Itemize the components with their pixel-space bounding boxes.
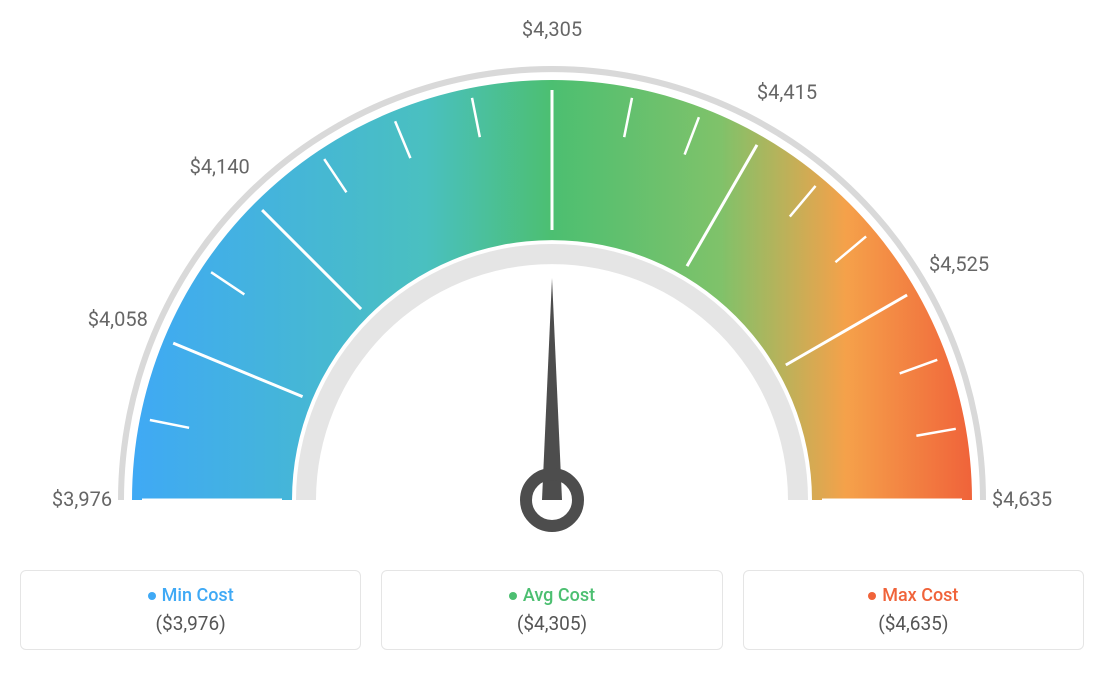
gauge-tick-label: $4,415 xyxy=(757,80,817,104)
legend-value: ($4,635) xyxy=(754,612,1073,635)
gauge-tick-label: $4,305 xyxy=(522,20,582,41)
gauge-area: $3,976 $4,058 $4,140 $4,305 $4,415 $4,525 $4,6… xyxy=(20,20,1084,560)
legend-label: Max Cost xyxy=(882,585,958,606)
gauge-needle xyxy=(542,278,562,500)
legend-label-row: Avg Cost xyxy=(392,585,711,606)
legend-label: Avg Cost xyxy=(523,585,595,606)
legend-value: ($4,305) xyxy=(392,612,711,635)
legend-row: Min Cost ($3,976) Avg Cost ($4,305) Max Cost… xyxy=(20,570,1084,650)
legend-dot-icon xyxy=(148,592,156,600)
gauge-tick-label: $3,976 xyxy=(52,487,112,511)
legend-card-avg-cost: Avg Cost ($4,305) xyxy=(381,570,722,650)
gauge-tick-label: $4,058 xyxy=(88,307,148,331)
gauge-tick-label: $4,635 xyxy=(992,487,1052,511)
legend-value: ($3,976) xyxy=(31,612,350,635)
legend-label-row: Min Cost xyxy=(31,585,350,606)
legend-dot-icon xyxy=(509,592,517,600)
gauge-tick-label: $4,140 xyxy=(190,155,250,179)
legend-card-min-cost: Min Cost ($3,976) xyxy=(20,570,361,650)
legend-card-max-cost: Max Cost ($4,635) xyxy=(743,570,1084,650)
cost-gauge-chart: $3,976 $4,058 $4,140 $4,305 $4,415 $4,525 $4,6… xyxy=(20,20,1084,670)
gauge-tick-label: $4,525 xyxy=(929,252,989,276)
legend-dot-icon xyxy=(868,592,876,600)
gauge-svg: $3,976 $4,058 $4,140 $4,305 $4,415 $4,525 $4,6… xyxy=(20,20,1084,560)
legend-label: Min Cost xyxy=(162,585,234,606)
legend-label-row: Max Cost xyxy=(754,585,1073,606)
